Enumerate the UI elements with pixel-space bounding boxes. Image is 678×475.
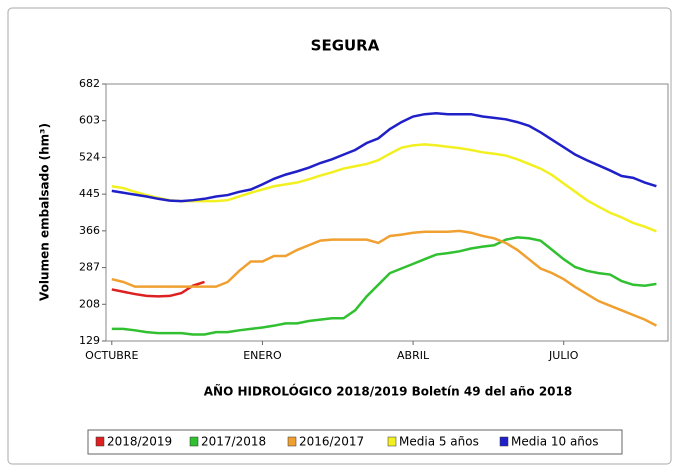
x-axis-label: AÑO HIDROLÓGICO 2018/2019 Boletín 49 del… (204, 384, 572, 399)
y-tick-label: 682 (79, 77, 100, 90)
y-axis-label: Volumen embalsado (hm³) (38, 123, 52, 301)
x-tick-label: ABRIL (397, 349, 430, 362)
series-line (111, 112, 657, 203)
y-tick-label: 445 (79, 187, 100, 200)
series-line (111, 229, 657, 327)
series-line (111, 143, 657, 233)
x-tick-label: ENERO (243, 349, 282, 362)
y-tick-label: 524 (79, 150, 100, 163)
legend-swatch (387, 436, 397, 447)
legend-label: 2018/2019 (107, 435, 172, 449)
legend-label: Media 10 años (511, 435, 599, 449)
chart-title: SEGURA (311, 37, 380, 55)
series-line (111, 236, 657, 336)
y-tick-label: 129 (79, 334, 100, 347)
x-tick-label: OCTUBRE (85, 349, 138, 362)
legend (87, 429, 623, 455)
legend-label: Media 5 años (399, 435, 479, 449)
plot-area (105, 83, 669, 342)
legend-swatch (499, 436, 509, 447)
legend-label: 2017/2018 (201, 435, 266, 449)
legend-swatch (287, 436, 297, 447)
y-tick-label: 208 (79, 297, 100, 310)
y-tick-label: 287 (79, 261, 100, 274)
legend-label: 2016/2017 (299, 435, 364, 449)
y-tick-label: 603 (79, 114, 100, 127)
legend-swatch (189, 436, 199, 447)
x-tick-label: JULIO (548, 349, 579, 362)
series-line (111, 280, 205, 298)
y-tick-label: 366 (79, 224, 100, 237)
legend-swatch (95, 436, 105, 447)
